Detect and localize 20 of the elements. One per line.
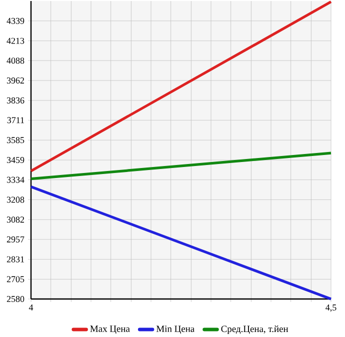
- y-tick-label: 4088: [6, 57, 24, 64]
- y-tick-label: 3836: [6, 97, 24, 104]
- y-tick-label: 3711: [7, 116, 24, 123]
- y-tick-label: 3459: [6, 156, 24, 163]
- x-tick-label: 4,5: [326, 304, 336, 312]
- y-tick-label: 4213: [6, 38, 24, 44]
- y-tick-label: 2957: [6, 236, 24, 242]
- legend-label: Сред.Цена, т.йен: [221, 325, 288, 334]
- y-tick-label: 3082: [6, 216, 24, 222]
- legend-label: Max Цена: [90, 325, 130, 334]
- legend-label: Min Цена: [156, 325, 194, 334]
- y-tick-label: 4339: [6, 18, 24, 24]
- y-tick-label: 3962: [6, 77, 24, 84]
- y-tick-label: 2580: [6, 296, 24, 302]
- y-tick-label: 2705: [6, 276, 24, 282]
- y-tick-label: 3208: [6, 196, 24, 203]
- y-tick-label: 3585: [6, 136, 24, 143]
- x-tick-label: 4: [28, 304, 34, 310]
- y-tick-label: 2831: [6, 256, 24, 262]
- y-tick-label: 3334: [6, 176, 24, 183]
